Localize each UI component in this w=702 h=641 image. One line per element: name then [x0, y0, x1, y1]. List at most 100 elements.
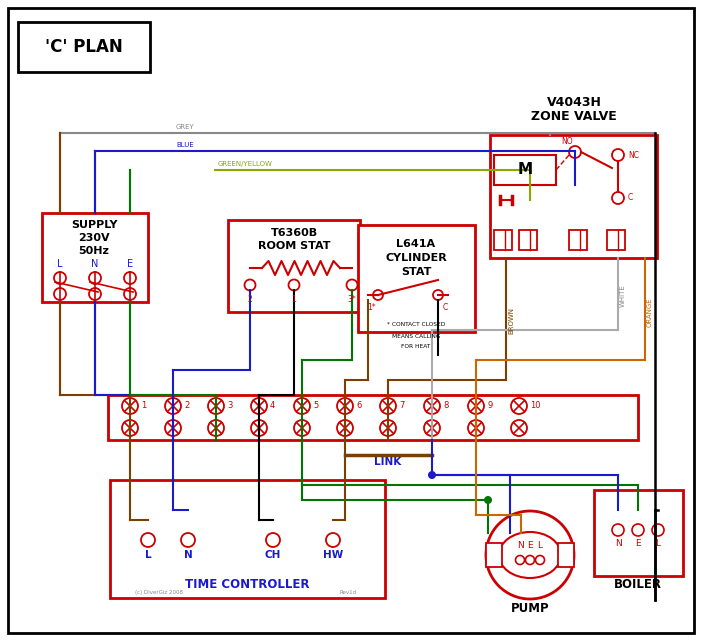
Circle shape: [54, 272, 66, 284]
Circle shape: [612, 192, 624, 204]
Text: E: E: [527, 542, 533, 551]
Circle shape: [468, 398, 484, 414]
Text: ROOM STAT: ROOM STAT: [258, 241, 330, 251]
FancyBboxPatch shape: [110, 480, 385, 598]
Text: N: N: [517, 542, 524, 551]
Circle shape: [612, 524, 624, 536]
Text: ZONE VALVE: ZONE VALVE: [531, 110, 617, 124]
FancyBboxPatch shape: [519, 230, 537, 250]
Circle shape: [266, 533, 280, 547]
Text: C: C: [628, 194, 633, 203]
Text: 4: 4: [270, 401, 275, 410]
FancyBboxPatch shape: [8, 8, 694, 633]
Text: 7: 7: [399, 401, 404, 410]
Text: 9: 9: [487, 401, 492, 410]
Text: WHITE: WHITE: [620, 285, 626, 308]
Text: 5: 5: [313, 401, 318, 410]
Text: V4043H: V4043H: [547, 97, 602, 110]
Circle shape: [165, 420, 181, 436]
Text: * CONTACT CLOSED: * CONTACT CLOSED: [387, 322, 445, 328]
FancyBboxPatch shape: [486, 543, 502, 567]
Circle shape: [337, 420, 353, 436]
Text: 'C' PLAN: 'C' PLAN: [45, 38, 123, 56]
Circle shape: [373, 290, 383, 300]
Text: GREEN/YELLOW: GREEN/YELLOW: [218, 161, 273, 167]
Text: 1: 1: [291, 294, 296, 303]
Text: 2: 2: [184, 401, 190, 410]
Text: BLUE: BLUE: [176, 142, 194, 148]
Text: M: M: [517, 163, 533, 178]
Circle shape: [244, 279, 256, 290]
Circle shape: [433, 290, 443, 300]
Text: 8: 8: [443, 401, 449, 410]
FancyBboxPatch shape: [558, 543, 574, 567]
Circle shape: [380, 420, 396, 436]
Circle shape: [632, 524, 644, 536]
Circle shape: [326, 533, 340, 547]
Circle shape: [122, 398, 138, 414]
Circle shape: [208, 420, 224, 436]
Text: C: C: [442, 303, 448, 312]
Text: 230V: 230V: [78, 233, 110, 243]
Text: 1*: 1*: [368, 303, 376, 312]
FancyBboxPatch shape: [494, 155, 556, 185]
Text: 1: 1: [141, 401, 146, 410]
FancyBboxPatch shape: [594, 490, 683, 576]
Text: 50Hz: 50Hz: [79, 246, 110, 256]
Circle shape: [89, 272, 101, 284]
Circle shape: [251, 398, 267, 414]
Text: E: E: [127, 259, 133, 269]
Text: ORANGE: ORANGE: [647, 297, 653, 327]
Circle shape: [428, 471, 436, 479]
Circle shape: [122, 420, 138, 436]
Circle shape: [511, 420, 527, 436]
Text: L: L: [538, 542, 543, 551]
Circle shape: [424, 420, 440, 436]
Circle shape: [380, 398, 396, 414]
Text: BOILER: BOILER: [614, 578, 662, 590]
Circle shape: [181, 533, 195, 547]
Circle shape: [526, 556, 534, 565]
Circle shape: [251, 420, 267, 436]
Text: N: N: [184, 550, 192, 560]
FancyBboxPatch shape: [358, 225, 475, 332]
Circle shape: [294, 420, 310, 436]
FancyBboxPatch shape: [108, 395, 638, 440]
Text: 10: 10: [530, 401, 541, 410]
Circle shape: [289, 279, 300, 290]
Text: L: L: [58, 259, 62, 269]
Text: (c) DiverGiz 2008: (c) DiverGiz 2008: [135, 590, 183, 595]
Circle shape: [294, 398, 310, 414]
Text: GREY: GREY: [176, 124, 194, 130]
Circle shape: [536, 556, 545, 565]
Circle shape: [612, 149, 624, 161]
Circle shape: [141, 533, 155, 547]
Text: L641A: L641A: [397, 239, 435, 249]
Circle shape: [511, 398, 527, 414]
FancyBboxPatch shape: [228, 220, 360, 312]
Text: N: N: [615, 540, 621, 549]
Circle shape: [515, 556, 524, 565]
Text: Rev1d: Rev1d: [340, 590, 357, 595]
Circle shape: [424, 398, 440, 414]
Text: BROWN: BROWN: [508, 306, 514, 333]
Circle shape: [484, 496, 492, 504]
Text: SUPPLY: SUPPLY: [71, 220, 117, 230]
Circle shape: [208, 398, 224, 414]
Text: 3*: 3*: [347, 294, 357, 303]
Circle shape: [124, 288, 136, 300]
Text: L: L: [145, 550, 152, 560]
Text: CH: CH: [265, 550, 282, 560]
FancyBboxPatch shape: [42, 213, 148, 302]
Text: L: L: [656, 540, 661, 549]
Text: N: N: [91, 259, 99, 269]
Text: 3: 3: [227, 401, 232, 410]
FancyBboxPatch shape: [607, 230, 625, 250]
Text: 2: 2: [248, 294, 253, 303]
Text: TIME CONTROLLER: TIME CONTROLLER: [185, 578, 310, 590]
Circle shape: [486, 511, 574, 599]
FancyBboxPatch shape: [490, 135, 657, 258]
Text: 6: 6: [356, 401, 362, 410]
Text: NC: NC: [628, 151, 639, 160]
Circle shape: [89, 288, 101, 300]
